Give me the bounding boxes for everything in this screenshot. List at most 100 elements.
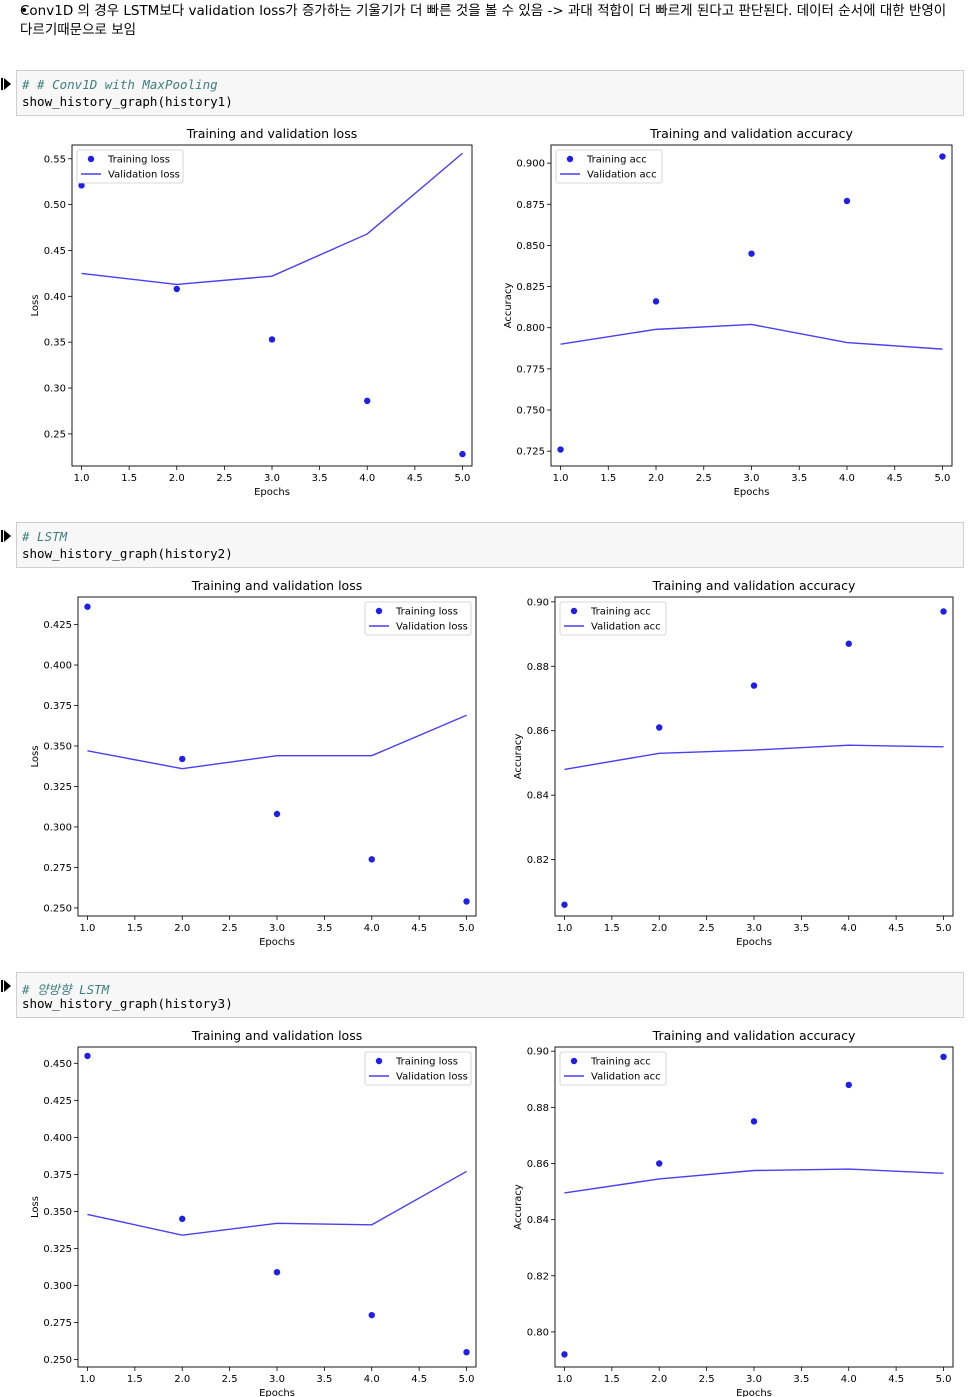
x-tick-label: 4.5: [888, 923, 904, 934]
legend-label: Training acc: [590, 607, 651, 618]
y-tick-label: 0.400: [43, 661, 72, 672]
training-point: [845, 640, 852, 647]
training-point: [561, 1351, 568, 1358]
code-comment: # LSTM: [22, 529, 68, 544]
training-point: [179, 1215, 186, 1223]
y-tick-label: 0.300: [43, 1281, 72, 1292]
x-tick-label: 2.0: [174, 923, 190, 934]
training-point: [179, 755, 186, 763]
y-tick-label: 0.350: [43, 741, 72, 752]
x-tick-label: 3.5: [316, 923, 332, 934]
plot-frame: [550, 144, 953, 467]
y-tick-label: 0.350: [43, 1207, 72, 1218]
training-point: [656, 724, 663, 731]
run-cell-icon[interactable]: [1, 980, 11, 992]
legend-box: [559, 1051, 667, 1086]
x-tick-label: 2.5: [222, 1374, 238, 1385]
legend-label: Validation acc: [591, 1072, 661, 1083]
plot-frame: [77, 596, 477, 917]
x-tick-label: 1.0: [80, 923, 96, 934]
training-point: [368, 1311, 375, 1319]
x-tick-label: 4.5: [411, 1374, 427, 1385]
x-tick-label: 1.0: [553, 473, 569, 484]
x-tick-label: 3.0: [269, 923, 285, 934]
x-tick-label: 4.0: [841, 923, 857, 934]
training-point: [459, 450, 466, 458]
legend-label: Training loss: [395, 607, 458, 618]
x-tick-label: 3.5: [312, 473, 328, 484]
legend-dot-icon: [566, 155, 574, 163]
y-tick-label: 0.300: [43, 822, 72, 833]
markdown-note: • Conv1D 의 경우 LSTM보다 validation loss가 증가…: [20, 2, 960, 40]
y-tick-label: 0.82: [527, 1271, 549, 1282]
y-tick-label: 0.35: [44, 338, 66, 349]
x-tick-label: 3.5: [793, 923, 809, 934]
legend-label: Validation loss: [396, 1072, 468, 1083]
validation-line: [564, 744, 944, 771]
legend-label: Training acc: [586, 155, 647, 166]
y-tick-label: 0.325: [43, 1244, 72, 1255]
x-axis-label: Epochs: [254, 487, 290, 498]
code-comment: # # Conv1D with MaxPooling: [22, 77, 218, 92]
y-tick-label: 0.88: [527, 662, 549, 673]
x-tick-label: 2.5: [222, 923, 238, 934]
x-axis-label: Epochs: [259, 1388, 295, 1397]
x-tick-label: 1.5: [127, 1374, 143, 1385]
x-axis-label: Epochs: [259, 937, 295, 948]
x-tick-label: 4.0: [841, 1374, 857, 1385]
run-cell-icon[interactable]: [1, 78, 11, 90]
training-point: [748, 250, 755, 257]
y-tick-label: 0.875: [516, 200, 545, 211]
x-tick-label: 5.0: [459, 923, 475, 934]
code-input[interactable]: # # Conv1D with MaxPooling show_history_…: [16, 70, 964, 116]
y-axis-label: Accuracy: [503, 283, 514, 329]
training-point: [656, 1160, 663, 1167]
x-tick-label: 1.0: [80, 1374, 96, 1385]
x-axis-label: Epochs: [736, 937, 772, 948]
legend-label: Training loss: [107, 155, 170, 166]
y-tick-label: 0.325: [43, 782, 72, 793]
code-input[interactable]: # 양방향 LSTM show_history_graph(history3): [16, 972, 964, 1018]
x-tick-label: 3.0: [746, 1374, 762, 1385]
x-tick-label: 4.5: [407, 473, 423, 484]
x-tick-label: 1.0: [74, 473, 90, 484]
y-tick-label: 0.425: [43, 1096, 72, 1107]
y-tick-label: 0.900: [516, 159, 545, 170]
validation-line: [81, 152, 463, 286]
x-tick-label: 3.5: [316, 1374, 332, 1385]
training-point: [940, 1053, 947, 1061]
code-comment: # 양방향 LSTM: [22, 982, 110, 997]
x-tick-label: 5.0: [455, 473, 471, 484]
chart-title: Training and validation accuracy: [652, 578, 856, 593]
y-tick-label: 0.50: [44, 200, 66, 211]
legend-label: Validation loss: [108, 170, 180, 181]
x-tick-label: 2.0: [651, 923, 667, 934]
y-axis-label: Accuracy: [513, 734, 524, 780]
training-point: [273, 1268, 281, 1276]
x-tick-label: 2.5: [699, 923, 715, 934]
y-tick-label: 0.82: [527, 855, 549, 866]
y-tick-label: 0.45: [44, 246, 66, 257]
y-tick-label: 0.275: [43, 1318, 72, 1329]
x-tick-label: 2.5: [699, 1374, 715, 1385]
legend-label: Validation acc: [587, 170, 657, 181]
plot-frame: [71, 144, 473, 467]
chart-title: Training and validation accuracy: [652, 1028, 856, 1043]
x-tick-label: 1.0: [557, 923, 573, 934]
training-point: [843, 197, 851, 205]
legend-box: [76, 149, 184, 184]
legend-dot-icon: [570, 1057, 578, 1065]
run-cell-icon[interactable]: [1, 530, 11, 542]
y-tick-label: 0.400: [43, 1133, 72, 1144]
y-tick-label: 0.450: [43, 1059, 72, 1070]
y-axis-label: Loss: [30, 295, 41, 317]
training-point: [557, 446, 564, 453]
code-input[interactable]: # LSTM show_history_graph(history2): [16, 522, 964, 568]
y-tick-label: 0.30: [44, 384, 66, 395]
code-statement: show_history_graph(history1): [22, 94, 233, 109]
chart-title: Training and validation accuracy: [649, 126, 853, 141]
x-tick-label: 5.0: [459, 1374, 475, 1385]
y-tick-label: 0.375: [43, 701, 72, 712]
x-tick-label: 3.0: [269, 1374, 285, 1385]
training-point: [84, 603, 91, 610]
